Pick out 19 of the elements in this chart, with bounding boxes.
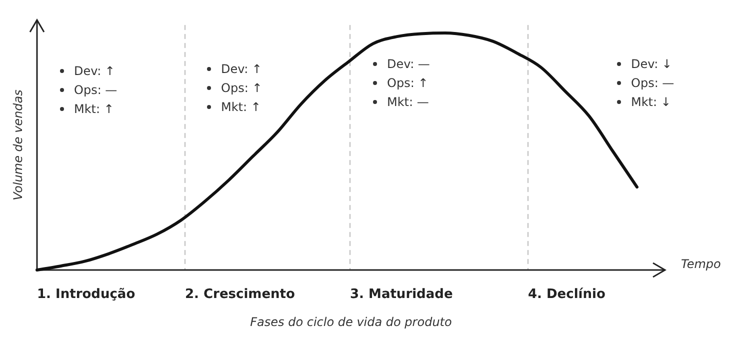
text: Tempo: [681, 257, 721, 271]
text: 3. Maturidade: [350, 287, 453, 302]
annotation: Ops: —: [631, 76, 674, 90]
text: 1. Introdução: [37, 287, 136, 302]
annotation: Mkt: ↑: [74, 102, 114, 116]
annotation: Mkt: ↓: [631, 95, 671, 109]
annotation: Ops: ↑: [221, 81, 262, 95]
text: 2. Crescimento: [185, 287, 296, 302]
annotation: Ops: —: [74, 83, 118, 97]
annotation: Mkt: ↑: [221, 100, 261, 114]
text: 4. Declínio: [528, 287, 606, 302]
annotation: Dev: ↑: [221, 62, 262, 76]
y-axis-title: Volume de vendas: [11, 90, 25, 200]
annotation: Dev: —: [387, 57, 430, 71]
x-axis-title: Fases do ciclo de vida do produto: [250, 315, 452, 329]
annotation: Mkt: —: [387, 95, 429, 109]
annotation: Ops: ↑: [387, 76, 428, 90]
annotation: Dev: ↓: [631, 57, 672, 71]
annotation: Dev: ↑: [74, 64, 115, 78]
